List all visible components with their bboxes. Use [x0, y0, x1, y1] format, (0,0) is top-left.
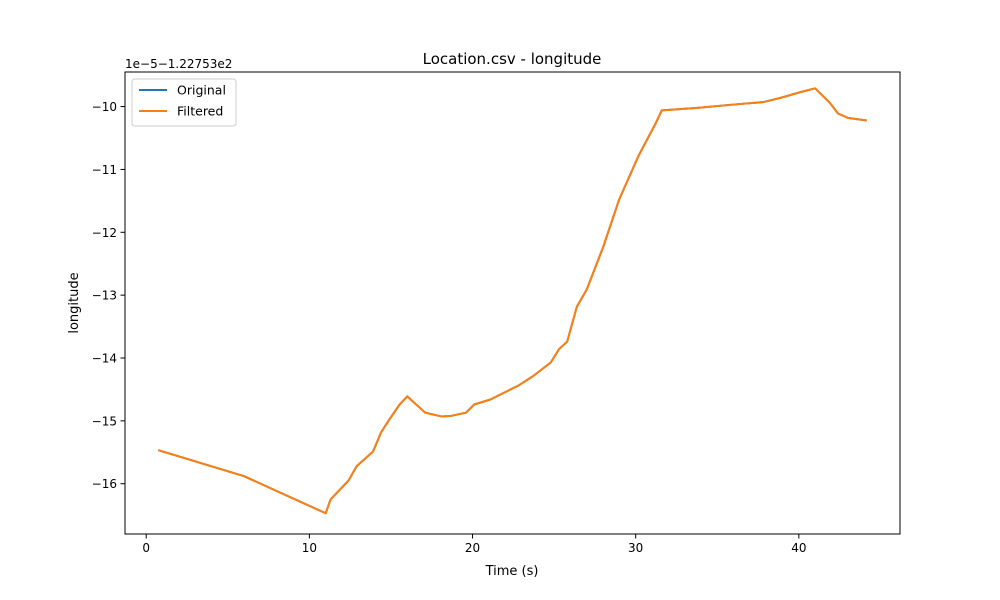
legend: Original Filtered: [131, 78, 237, 127]
y-tick-label: −13: [92, 289, 117, 303]
series-line-filtered: [158, 87, 867, 515]
chart-title: Location.csv - longitude: [423, 50, 602, 68]
x-tick-label: 0: [142, 541, 150, 555]
y-tick-label: −14: [92, 352, 117, 366]
plot-area: [158, 87, 867, 515]
x-axis-label: Time (s): [485, 564, 539, 579]
y-tick-label: −11: [92, 163, 117, 177]
x-tick-label: 10: [302, 541, 317, 555]
x-tick-label: 20: [465, 541, 480, 555]
legend-label-original: Original: [177, 83, 226, 98]
x-tick-label: 30: [628, 541, 643, 555]
y-axis-label: longitude: [67, 272, 82, 333]
y-tick-label: −12: [92, 226, 117, 240]
y-tick-label: −15: [92, 414, 117, 428]
legend-label-filtered: Filtered: [177, 104, 223, 119]
axes-frame: [124, 71, 901, 535]
x-tick-label: 40: [791, 541, 806, 555]
y-tick-label: −10: [92, 100, 117, 114]
x-axis: 0 10 20 30 40: [142, 534, 806, 555]
y-tick-label: −16: [92, 477, 117, 491]
y-offset-label: 1e−5−1.22753e2: [125, 57, 232, 71]
y-axis: −16 −15 −14 −13 −12 −11 −10: [92, 100, 125, 491]
